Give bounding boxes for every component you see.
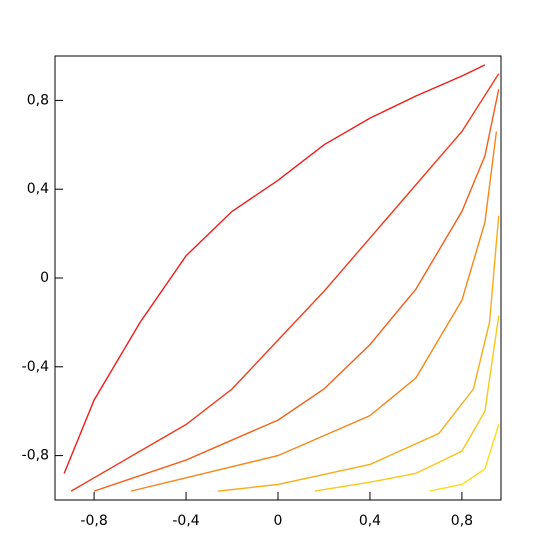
y-tick-label: -0,8 xyxy=(22,448,49,464)
line xyxy=(63,64,486,474)
x-tick-label: 0,4 xyxy=(359,513,381,529)
x-tick-label: 0 xyxy=(274,513,283,529)
line xyxy=(218,215,500,492)
y-tick-label: 0,8 xyxy=(27,92,49,108)
line xyxy=(70,73,500,492)
y-tick-label: 0 xyxy=(40,270,49,286)
plot-frame xyxy=(54,55,502,501)
y-tick-label: -0,4 xyxy=(22,359,49,375)
line xyxy=(314,315,500,492)
y-tick-label: 0,4 xyxy=(27,181,49,197)
x-tick-label: -0,4 xyxy=(172,513,199,529)
x-tick-label: 0,8 xyxy=(451,513,473,529)
line xyxy=(429,424,500,492)
line xyxy=(130,131,498,492)
line xyxy=(93,89,500,492)
x-tick-label: -0,8 xyxy=(80,513,107,529)
